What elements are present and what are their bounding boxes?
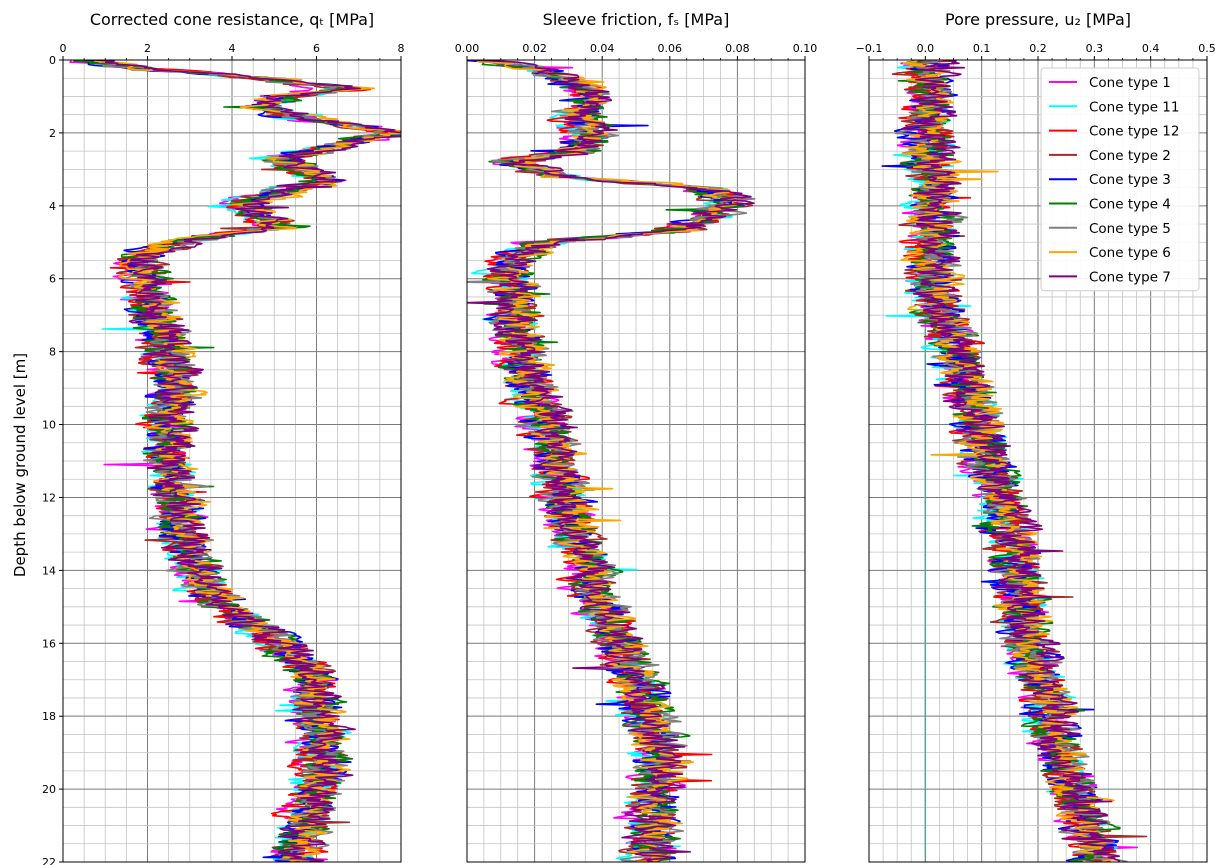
y-tick-label: 22	[42, 856, 56, 865]
legend-label: Cone type 11	[1089, 99, 1179, 115]
y-tick-label: 18	[42, 710, 56, 723]
series-line-cone-type-7	[900, 60, 1121, 862]
y-tick-label: 20	[42, 783, 56, 796]
panel-pore-pressure: Pore pressure, u₂ [MPa] −0.1 0.0 0.1 0.2 0.3…	[856, 10, 1215, 863]
x-tick-label: 0.06	[658, 42, 683, 55]
x-tick-label: 0.00	[455, 42, 480, 55]
y-tick-label: 4	[49, 200, 56, 213]
x-tick-label: 0.04	[590, 42, 615, 55]
panel-title-pore-pressure: Pore pressure, u₂ [MPa]	[945, 10, 1131, 29]
legend-label: Cone type 12	[1089, 124, 1179, 140]
x-tick-label: 0.4	[1142, 42, 1160, 55]
y-tick-label: 0	[49, 54, 56, 67]
y-tick-label: 2	[49, 127, 56, 140]
x-tick-label: 0.2	[1029, 42, 1047, 55]
x-tick-label: 0.0	[917, 42, 935, 55]
panel-title-sleeve-friction: Sleeve friction, fₛ [MPa]	[543, 10, 730, 29]
x-tick-label: 2	[144, 42, 151, 55]
x-tick-label: 6	[313, 42, 320, 55]
x-tick-label: 8	[398, 42, 405, 55]
legend-label: Cone type 7	[1089, 269, 1171, 285]
x-tick-label: 0.5	[1198, 42, 1215, 55]
y-tick-label: 10	[42, 419, 56, 432]
panel-sleeve-friction: Sleeve friction, fₛ [MPa] 0.00 0.02 0.04 0.…	[455, 10, 818, 863]
panel-cone-resistance: Corrected cone resistance, qₜ [MPa] 0 2 4 6…	[42, 10, 405, 865]
x-tick-label: 0.1	[973, 42, 991, 55]
y-tick-label: 14	[42, 564, 56, 577]
series-line-cone-type-7	[467, 60, 755, 862]
y-tick-label: 6	[49, 273, 56, 286]
x-tick-label: 0.08	[725, 42, 750, 55]
legend-label: Cone type 3	[1089, 172, 1171, 188]
series-line-cone-type-6	[475, 60, 739, 862]
x-tick-label: 4	[229, 42, 236, 55]
legend-box	[1040, 67, 1200, 292]
legend-label: Cone type 6	[1089, 245, 1171, 261]
legend-label: Cone type 1	[1089, 75, 1171, 91]
y-axis-label: Depth below ground level [m]	[11, 353, 29, 577]
legend-label: Cone type 4	[1089, 197, 1171, 213]
x-tick-label: 0.3	[1086, 42, 1104, 55]
y-tick-label: 12	[42, 491, 56, 504]
x-tick-label: 0	[60, 42, 67, 55]
x-tick-label: −0.1	[856, 42, 883, 55]
series-line-cone-type-7	[93, 60, 401, 862]
series-line-cone-type-4	[73, 60, 401, 862]
y-tick-label: 16	[42, 637, 56, 650]
panel-title-cone-resistance: Corrected cone resistance, qₜ [MPa]	[90, 10, 374, 29]
y-tick-label: 8	[49, 346, 56, 359]
legend: Cone type 1 Cone type 11 Cone type 12 Cone …	[1040, 67, 1200, 292]
x-tick-label: 0.10	[793, 42, 818, 55]
legend-label: Cone type 2	[1089, 148, 1171, 164]
x-tick-label: 0.02	[522, 42, 547, 55]
legend-label: Cone type 5	[1089, 221, 1171, 237]
